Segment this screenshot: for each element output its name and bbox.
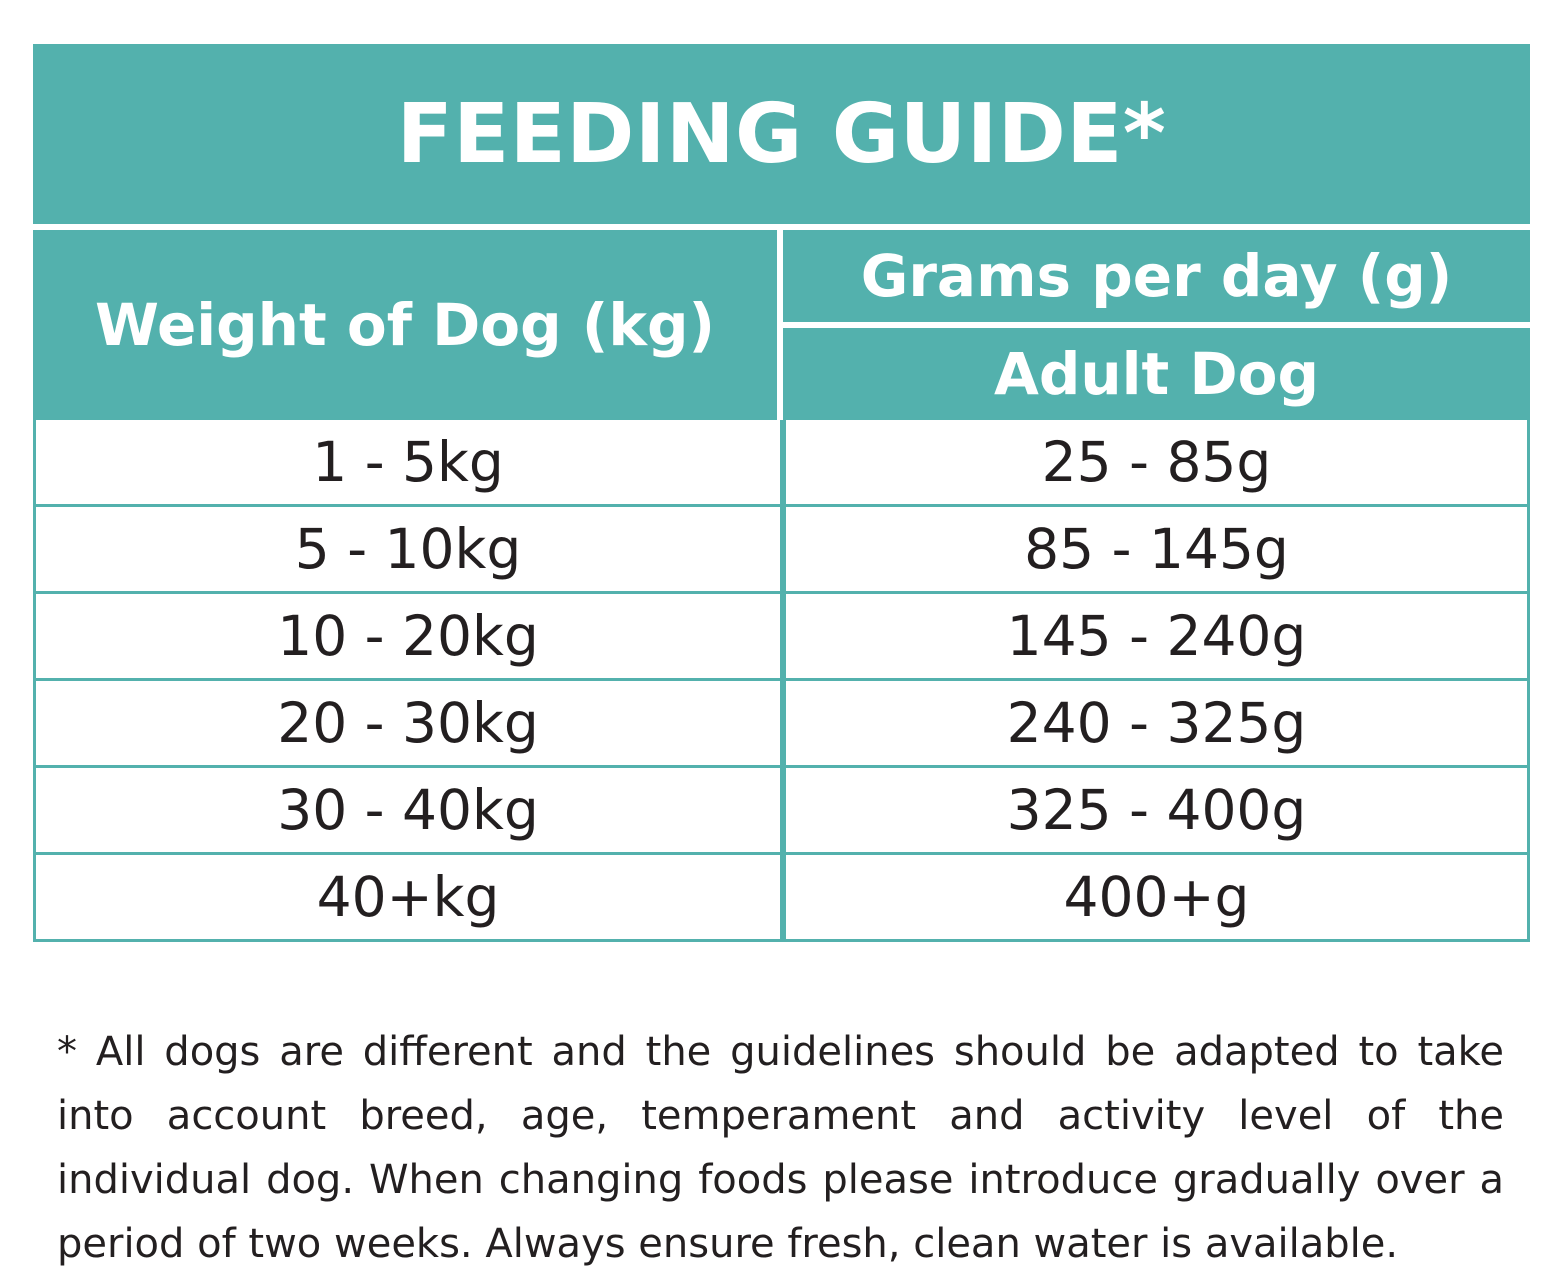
grams-cell: 25 - 85g xyxy=(1041,430,1272,494)
weight-cell: 20 - 30kg xyxy=(36,681,786,765)
table-row: 40+kg 400+g xyxy=(36,852,1527,939)
weight-cell: 5 - 10kg xyxy=(36,507,786,591)
weight-cell: 30 - 40kg xyxy=(36,768,786,852)
grams-column-header-group: Grams per day (g) Adult Dog xyxy=(783,230,1530,420)
grams-cell: 325 - 400g xyxy=(1006,778,1307,842)
adult-dog-subheader: Adult Dog xyxy=(783,328,1530,420)
footnote: * All dogs are different and the guideli… xyxy=(57,1029,1504,1267)
table-row: 20 - 30kg 240 - 325g xyxy=(36,678,1527,765)
weight-cell: 1 - 5kg xyxy=(36,420,786,504)
table-row: 30 - 40kg 325 - 400g xyxy=(36,765,1527,852)
grams-column-header: Grams per day (g) xyxy=(783,230,1530,322)
weight-column-header: Weight of Dog (kg) xyxy=(33,230,777,420)
feeding-guide: FEEDING GUIDE* Weight of Dog (kg) Grams … xyxy=(33,44,1530,942)
grams-cell: 240 - 325g xyxy=(1006,691,1307,755)
grams-cell: 85 - 145g xyxy=(1024,517,1289,581)
page-title: FEEDING GUIDE* xyxy=(33,44,1530,224)
weight-cell: 10 - 20kg xyxy=(36,594,786,678)
table-row: 1 - 5kg 25 - 85g xyxy=(36,420,1527,504)
table-row: 5 - 10kg 85 - 145g xyxy=(36,504,1527,591)
weight-cell: 40+kg xyxy=(36,855,786,939)
grams-cell: 400+g xyxy=(1063,865,1250,929)
feeding-table: 1 - 5kg 25 - 85g 5 - 10kg 85 - 145g 10 -… xyxy=(33,420,1530,942)
grams-cell: 145 - 240g xyxy=(1006,604,1307,668)
table-header: Weight of Dog (kg) Grams per day (g) Adu… xyxy=(33,230,1530,420)
table-row: 10 - 20kg 145 - 240g xyxy=(36,591,1527,678)
